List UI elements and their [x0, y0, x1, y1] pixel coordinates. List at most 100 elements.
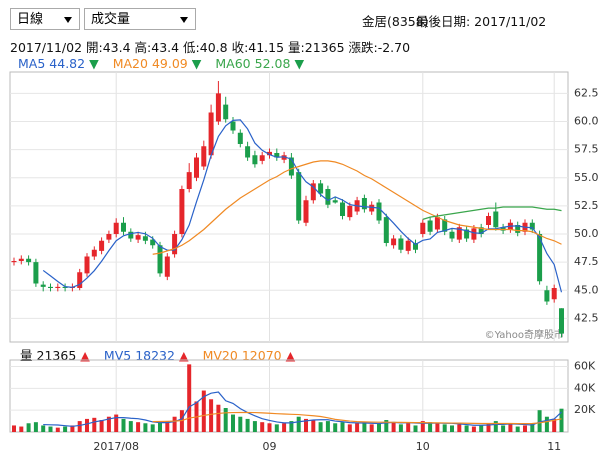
volume-bar	[552, 418, 557, 432]
candle-body	[99, 240, 105, 251]
ma-line	[152, 411, 562, 425]
candle-body	[318, 183, 324, 194]
volume-bar	[398, 424, 403, 432]
y-tick-label: 40K	[574, 381, 596, 394]
candle-body	[551, 288, 557, 300]
candle-body	[383, 217, 389, 243]
volume-bar	[391, 422, 396, 432]
candle-body	[281, 155, 287, 160]
volume-bar	[143, 423, 148, 432]
volume-bar	[238, 416, 243, 432]
candle-body	[456, 227, 462, 240]
volume-bar	[85, 418, 89, 432]
volume-bar	[41, 425, 46, 432]
ma-line	[422, 206, 562, 220]
volume-frame	[9, 359, 569, 433]
candle-body	[194, 157, 199, 178]
volume-bar	[209, 399, 214, 432]
candle-body	[391, 238, 397, 246]
volume-bar	[362, 422, 367, 432]
volume-bar	[128, 421, 133, 432]
volume-bar	[420, 421, 425, 432]
volume-bar	[479, 425, 484, 432]
volume-bar	[274, 424, 279, 432]
volume-bar	[355, 423, 360, 432]
candle-body	[361, 198, 367, 210]
candle-body	[369, 204, 375, 212]
volume-bar	[530, 423, 535, 432]
y-tick-label: 50.0	[574, 227, 599, 240]
volume-bar	[435, 423, 440, 432]
volume-bar	[92, 417, 97, 432]
candle-body	[274, 153, 280, 158]
legend-trend: ▼	[89, 56, 99, 71]
volume-bar	[223, 408, 228, 432]
legend-value: 12070	[241, 348, 282, 363]
candle-body	[245, 146, 251, 158]
volume-bar	[486, 423, 491, 432]
period-select[interactable]: 日線	[10, 8, 80, 30]
watermark: ©Yahoo奇摩股市	[485, 328, 564, 341]
candle-body	[296, 172, 302, 221]
x-tick-label: 09	[263, 440, 277, 453]
candle-body	[544, 290, 550, 302]
candle-body	[442, 219, 448, 232]
candle-body	[559, 308, 564, 334]
volume-bar	[523, 425, 527, 432]
y-tick-label: 60K	[574, 360, 596, 373]
volume-bar	[114, 414, 119, 432]
candle-body	[91, 249, 97, 257]
ma-line	[42, 119, 563, 293]
volume-bar	[63, 426, 68, 432]
last-date: 最後日期: 2017/11/02	[416, 14, 547, 29]
candle-body	[230, 121, 236, 131]
candle-body	[252, 155, 258, 165]
candle-body	[340, 202, 345, 216]
ma-legend: MA5 44.82 ▼ MA20 49.09 ▼ MA60 52.08 ▼	[18, 56, 318, 71]
candle-body	[288, 157, 294, 176]
candle-body	[303, 200, 309, 223]
volume-bar	[282, 423, 287, 432]
volume-bar	[544, 416, 549, 432]
candle-body	[33, 262, 39, 284]
volume-bar	[187, 364, 192, 432]
y-tick-label: 42.5	[574, 311, 599, 324]
legend-name: MA5	[18, 56, 46, 71]
y-tick-label: 57.5	[574, 143, 599, 156]
volume-bar	[77, 421, 82, 432]
candle-body	[48, 286, 53, 288]
candle-body	[405, 240, 411, 251]
legend-trend: ▲	[285, 348, 296, 363]
volume-bar	[12, 425, 16, 432]
legend-name: 量	[20, 348, 33, 363]
candle-body	[427, 220, 433, 232]
candle-body	[332, 200, 338, 203]
legend-value: 44.82	[49, 56, 86, 71]
legend-value: 18232	[135, 348, 175, 363]
candle-body	[434, 217, 440, 230]
y-tick-label: 62.5	[574, 86, 599, 99]
legend-name: MV5	[103, 348, 132, 363]
volume-bar	[121, 418, 126, 432]
candle-body	[223, 104, 229, 120]
volume-bar	[201, 390, 206, 432]
candle-body	[26, 258, 32, 263]
volume-bar	[471, 426, 476, 432]
volume-bar	[158, 422, 162, 432]
candle-body	[259, 155, 265, 161]
indicator-select[interactable]: 成交量	[84, 8, 196, 30]
candle-body	[128, 231, 134, 239]
candle-body	[420, 222, 426, 234]
legend-name: MV20	[202, 348, 238, 363]
candle-body	[18, 258, 24, 261]
volume-bar	[369, 424, 374, 432]
volume-bar	[70, 425, 75, 432]
volume-bar	[340, 422, 345, 432]
candle-body	[398, 238, 404, 250]
volume-bar	[508, 424, 513, 432]
candle-body	[40, 284, 46, 287]
candle-body	[493, 211, 499, 228]
volume-bar	[406, 423, 411, 432]
candle-body	[325, 189, 331, 205]
candle-body	[11, 261, 17, 263]
